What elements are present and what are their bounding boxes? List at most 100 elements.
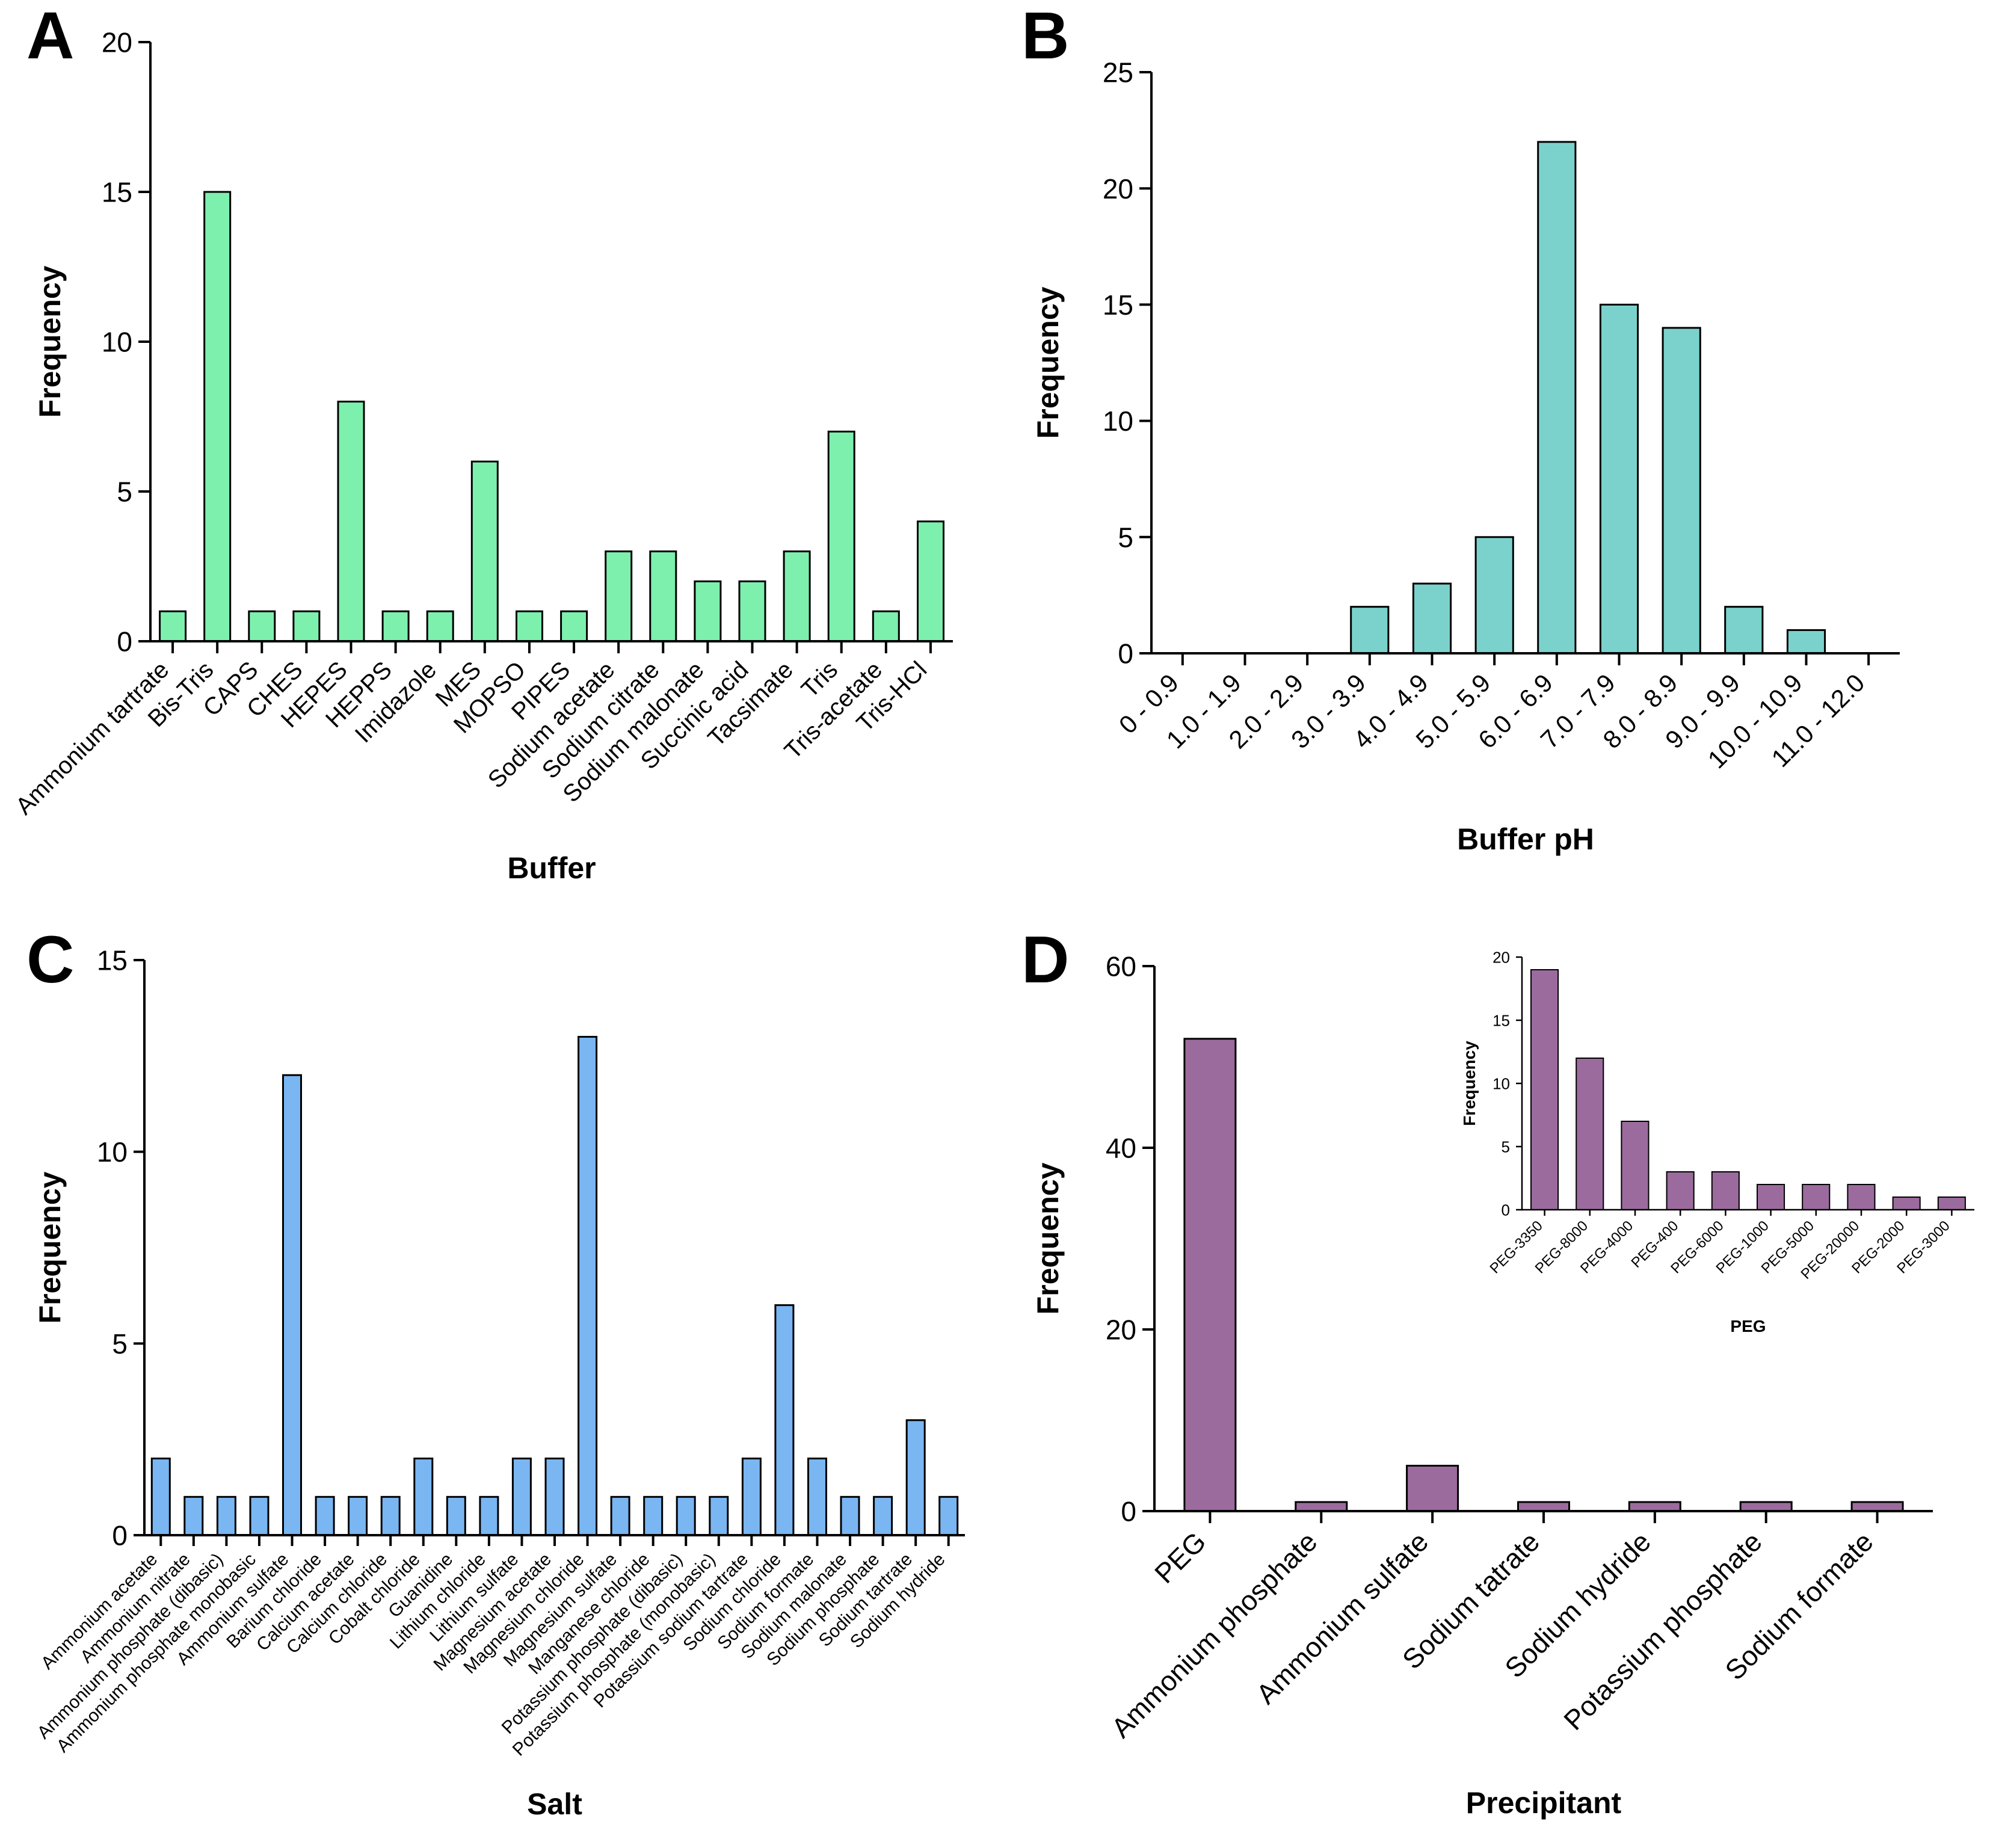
bar: [150, 1458, 171, 1536]
y-tick-label: 20: [1106, 1314, 1136, 1346]
bar: [1350, 606, 1390, 654]
bar: [511, 1458, 532, 1536]
bar: [1847, 1184, 1876, 1210]
bar: [216, 1495, 236, 1536]
buffer-frequency-chart: Ammonium tartrateBis-TrisCAPSCHESHEPESHE…: [11, 27, 953, 885]
bar: [1662, 327, 1701, 654]
bar: [605, 550, 633, 642]
bar: [694, 580, 722, 642]
panel-letter-a: A: [26, 0, 75, 73]
bar: [479, 1495, 499, 1536]
panel-b-buffer-ph: B 0 - 0.9 1.0 - 1.9 2.0 - 2.9 3.0 - 3.9 4.0 …: [995, 0, 1990, 924]
bar: [1739, 1501, 1793, 1512]
panel-letter-c: C: [26, 923, 75, 997]
bar: [1183, 1038, 1237, 1512]
y-axis-title: Frequency: [1031, 1162, 1065, 1314]
y-axis-title: Frequency: [1031, 286, 1065, 439]
bar: [203, 191, 232, 642]
y-tick-label: 5: [1502, 1138, 1510, 1156]
bar: [380, 1495, 401, 1536]
bar: [337, 401, 365, 642]
bar: [1850, 1501, 1904, 1512]
y-tick-label: 25: [1103, 57, 1133, 88]
bar: [807, 1458, 827, 1536]
bar: [292, 610, 321, 642]
y-tick-label: 10: [102, 327, 132, 358]
bar: [578, 1036, 598, 1536]
y-axis-title: Frequency: [33, 265, 67, 417]
panel-d-precipitant: D PEG Ammonium phosphate Ammonium sulfate S…: [995, 924, 1990, 1848]
y-tick-label: 0: [117, 626, 132, 658]
x-axis-title: Salt: [527, 1787, 582, 1821]
y-tick-label: 10: [1103, 405, 1133, 437]
y-axis-title: Frequency: [33, 1171, 67, 1323]
x-tick-label: PEG: [1148, 1526, 1212, 1589]
bar: [610, 1495, 630, 1536]
bar: [905, 1419, 926, 1536]
bar: [413, 1458, 434, 1536]
bar: [1711, 1171, 1740, 1210]
bar: [1724, 606, 1764, 654]
bar: [544, 1458, 565, 1536]
bar: [183, 1495, 204, 1536]
bar: [446, 1495, 466, 1536]
bar: [1599, 303, 1639, 654]
y-tick-label: 15: [97, 945, 128, 976]
bar: [827, 430, 855, 642]
bar: [1757, 1184, 1785, 1210]
panel-letter-b: B: [1021, 0, 1070, 73]
buffer-ph-frequency-chart: 0 - 0.91.0 - 1.92.0 - 2.93.0 - 3.94.0 - …: [1031, 57, 1900, 856]
bar: [1474, 536, 1514, 654]
bar: [470, 460, 499, 642]
bar: [1517, 1501, 1570, 1512]
bar: [840, 1495, 860, 1536]
bar: [738, 580, 766, 642]
x-axis-title: Precipitant: [1466, 1786, 1622, 1820]
bar: [783, 550, 811, 642]
y-tick-label: 5: [112, 1328, 128, 1360]
y-axis-title: Frequency: [1460, 1041, 1479, 1126]
bar: [1937, 1197, 1966, 1210]
x-tick-label: Ammonium tartrate: [11, 656, 174, 820]
peg-frequency-inset-chart: PEG-3350PEG-8000PEG-4000PEG-400PEG-6000P…: [1460, 948, 1974, 1335]
bar: [248, 610, 276, 642]
y-tick-label: 0: [1121, 1496, 1136, 1527]
bar: [1786, 629, 1826, 654]
y-tick-label: 20: [1103, 173, 1133, 205]
panel-a-buffer: A Ammonium tartrate Bis-Tris CAPS CHES HEPES…: [0, 0, 995, 924]
y-tick-label: 15: [102, 177, 132, 208]
bar: [643, 1495, 664, 1536]
bar: [1892, 1197, 1921, 1210]
bar: [938, 1495, 959, 1536]
y-tick-label: 0: [1118, 638, 1133, 670]
bar: [649, 550, 677, 642]
x-axis-title: Buffer pH: [1457, 822, 1594, 856]
bar: [1576, 1058, 1604, 1210]
peg-inset-chart-container: PEG-3350 PEG-8000 PEG-4000 PEG-400 PEG-6000 P…: [1450, 930, 1985, 1351]
y-tick-label: 5: [117, 476, 132, 508]
bar: [1295, 1501, 1348, 1512]
y-tick-label: 0: [1502, 1201, 1510, 1219]
y-tick-label: 5: [1118, 522, 1133, 553]
y-tick-label: 20: [102, 27, 132, 58]
x-axis-title: Buffer: [507, 851, 596, 885]
panel-c-salt: C Ammonium acetate Ammonium nitrate Ammoni…: [0, 924, 995, 1848]
bar: [1406, 1465, 1459, 1512]
x-tick-label: Ammonium phosphate: [1105, 1526, 1323, 1743]
bar: [249, 1495, 270, 1536]
bar: [741, 1458, 762, 1536]
bar: [282, 1074, 302, 1536]
bar: [560, 610, 588, 642]
bar: [774, 1304, 795, 1536]
y-tick-label: 10: [97, 1136, 128, 1168]
bar: [1628, 1501, 1681, 1512]
bar: [709, 1495, 729, 1536]
bar: [873, 1495, 893, 1536]
bar: [1412, 582, 1452, 654]
bar: [159, 610, 187, 642]
bar: [1621, 1121, 1650, 1210]
bar: [426, 610, 454, 642]
bar: [917, 520, 944, 642]
y-tick-label: 60: [1106, 951, 1136, 982]
